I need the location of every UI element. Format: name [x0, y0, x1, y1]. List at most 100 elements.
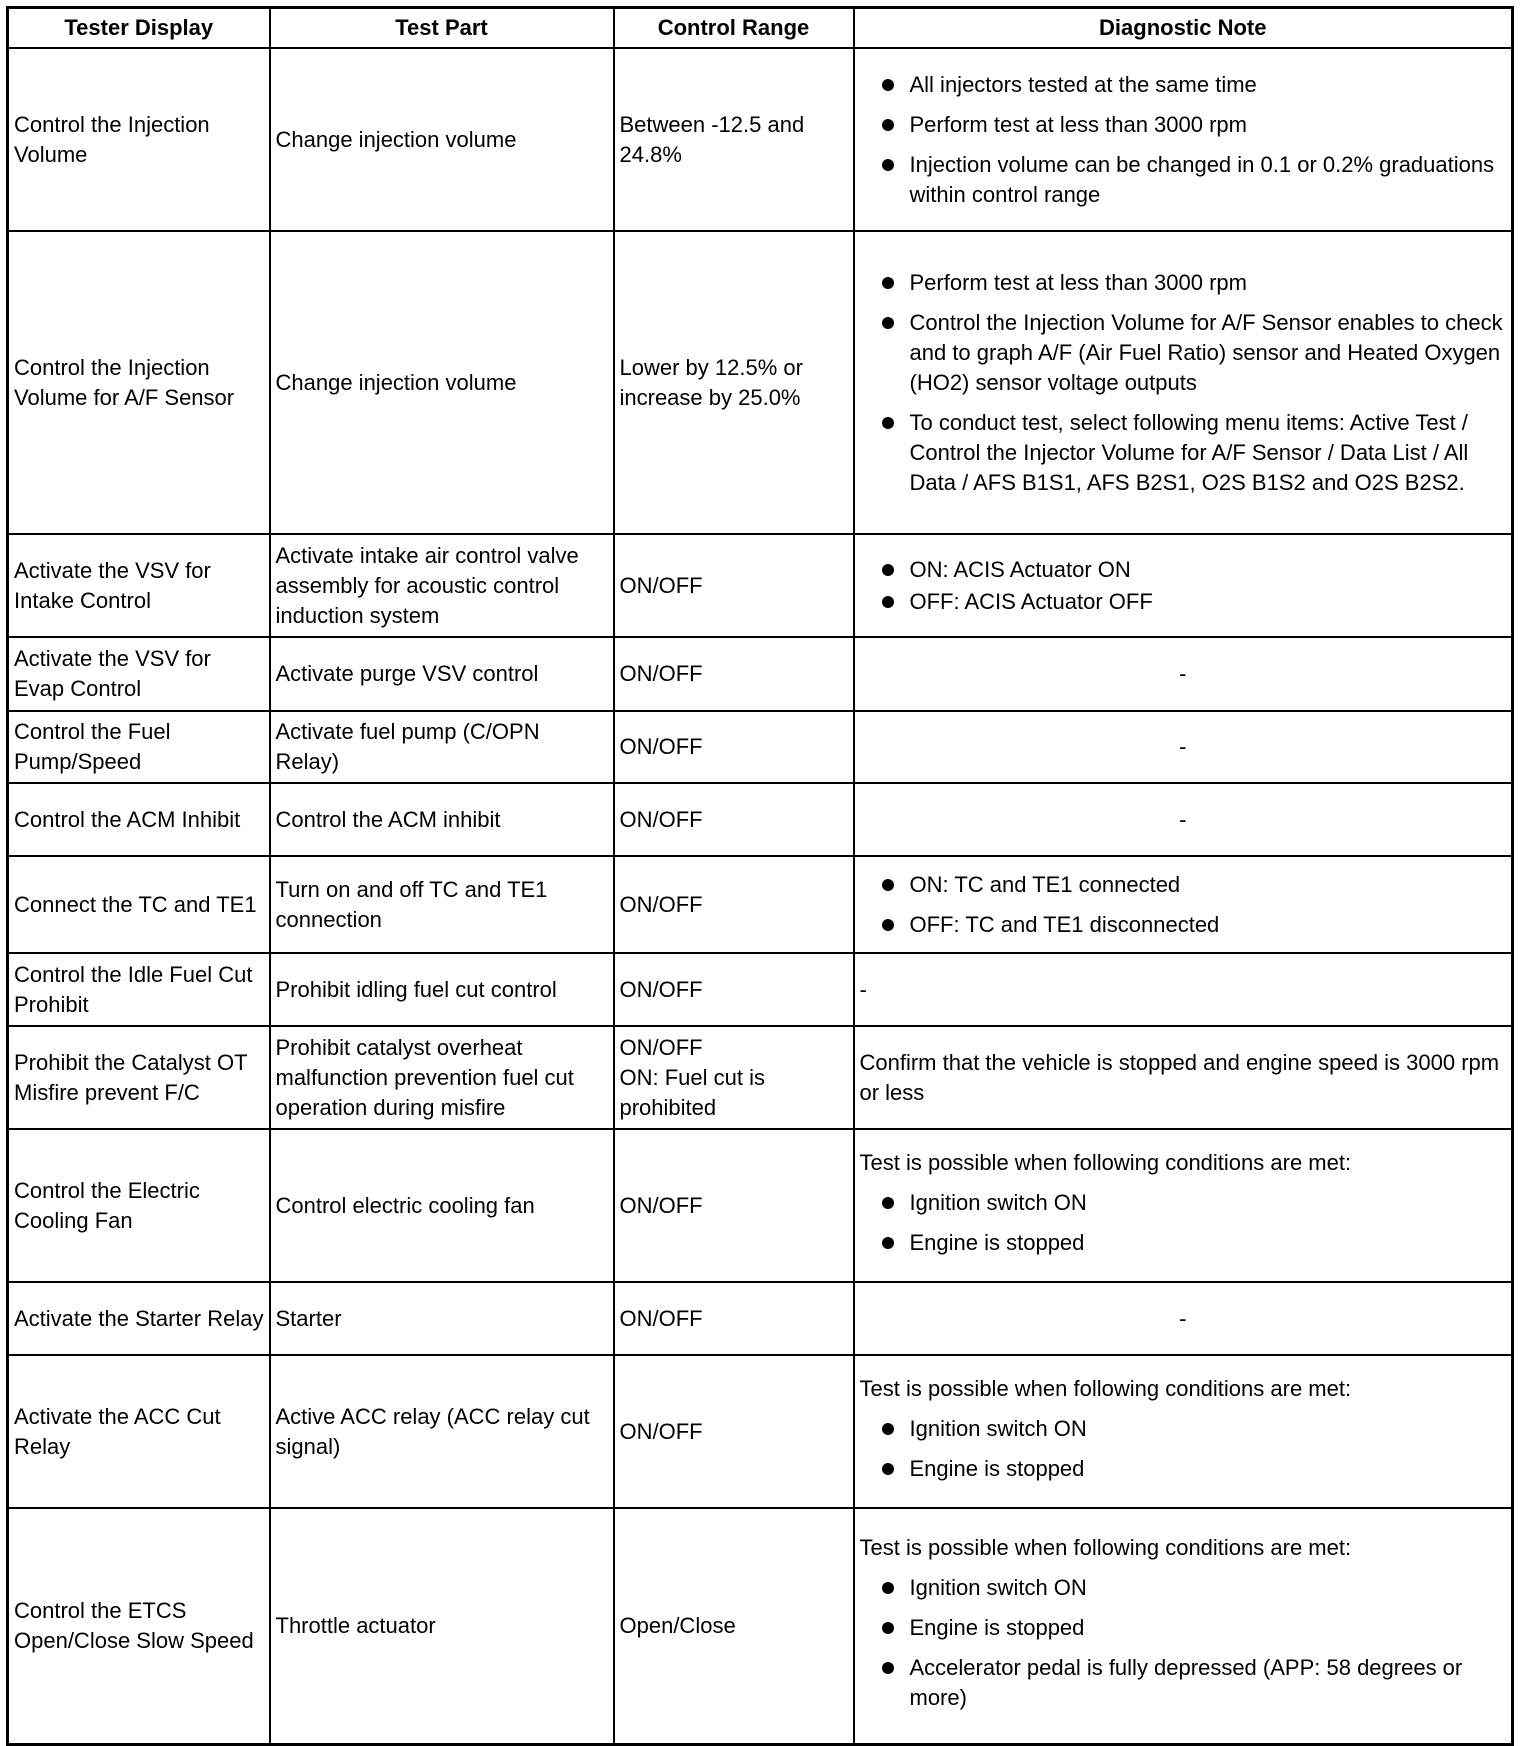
test-part-cell: Throttle actuator — [268, 1507, 615, 1745]
tester-display-cell: Control the ETCS Open/Close Slow Speed — [6, 1507, 271, 1745]
test-part-cell: Active ACC relay (ACC relay cut signal) — [268, 1354, 615, 1509]
diagnostic-note-cell: - — [852, 1281, 1514, 1356]
test-part-cell: Turn on and off TC and TE1 connection — [268, 855, 615, 954]
diagnostic-note-cell: Confirm that the vehicle is stopped and … — [852, 1025, 1514, 1130]
test-part-cell: Change injection volume — [268, 47, 615, 232]
note-bullet: Perform test at less than 3000 rpm — [878, 110, 1507, 140]
note-bullet-list: ON: TC and TE1 connected OFF: TC and TE1 … — [860, 870, 1507, 940]
test-part-cell: Control the ACM inhibit — [268, 782, 615, 857]
diagnostic-note-cell: All injectors tested at the same time Per… — [852, 47, 1514, 232]
test-part-cell: Activate fuel pump (C/OPN Relay) — [268, 710, 615, 784]
table-row: Control the Idle Fuel Cut Prohibit Prohib… — [6, 952, 1514, 1027]
table-row: Control the ACM Inhibit Control the ACM i… — [6, 782, 1514, 857]
control-range-cell: Open/Close — [612, 1507, 855, 1745]
header-tester-display: Tester Display — [6, 6, 271, 49]
note-bullet-list: Ignition switch ON Engine is stopped — [860, 1414, 1507, 1484]
note-intro: Test is possible when following conditio… — [859, 1375, 1352, 1401]
table-row: Control the Electric Cooling Fan Control … — [6, 1128, 1514, 1283]
note-bullet-list: ON: ACIS Actuator ON OFF: ACIS Actuator O… — [860, 555, 1507, 617]
table-row: Control the Injection Volume Change injec… — [6, 47, 1514, 232]
note-bullet: ON: ACIS Actuator ON — [878, 555, 1507, 585]
control-range-cell: ON/OFF — [612, 1128, 855, 1283]
diagnostic-note-cell: ON: ACIS Actuator ON OFF: ACIS Actuator O… — [852, 533, 1514, 638]
table-row: Control the ETCS Open/Close Slow Speed Th… — [6, 1507, 1514, 1745]
tester-display-cell: Control the Idle Fuel Cut Prohibit — [6, 952, 271, 1027]
control-range-cell: ON/OFF — [612, 855, 855, 954]
note-bullet: OFF: TC and TE1 disconnected — [878, 910, 1507, 940]
test-part-cell: Activate purge VSV control — [268, 636, 615, 712]
control-range-cell: ON/OFF — [612, 710, 855, 784]
note-bullet: OFF: ACIS Actuator OFF — [878, 587, 1507, 617]
note-text: - — [859, 976, 867, 1002]
test-part-cell: Starter — [268, 1281, 615, 1356]
control-range-cell: ON/OFF ON: Fuel cut is prohibited — [612, 1025, 855, 1130]
note-bullet: Accelerator pedal is fully depressed (AP… — [878, 1653, 1507, 1713]
diagnostic-note-cell: - — [852, 636, 1514, 712]
control-range-cell: ON/OFF — [612, 1281, 855, 1356]
note-bullet-list: Ignition switch ON Engine is stopped Accel… — [860, 1573, 1507, 1713]
note-bullet: To conduct test, select following menu i… — [878, 408, 1507, 498]
note-bullet: Engine is stopped — [878, 1454, 1507, 1484]
note-bullet: All injectors tested at the same time — [878, 70, 1507, 100]
tester-display-cell: Activate the ACC Cut Relay — [6, 1354, 271, 1509]
header-test-part: Test Part — [268, 6, 615, 49]
note-bullet: Ignition switch ON — [878, 1573, 1507, 1603]
tester-display-cell: Control the Injection Volume — [6, 47, 271, 232]
tester-display-cell: Control the Electric Cooling Fan — [6, 1128, 271, 1283]
note-bullet: Engine is stopped — [878, 1228, 1507, 1258]
table-row: Control the Injection Volume for A/F Sen… — [6, 230, 1514, 535]
header-row: Tester Display Test Part Control Range D… — [6, 6, 1514, 49]
diagnostic-note-cell: Test is possible when following conditio… — [852, 1354, 1514, 1509]
control-range-cell: ON/OFF — [612, 636, 855, 712]
note-intro: Test is possible when following conditio… — [859, 1149, 1352, 1175]
test-part-cell: Prohibit idling fuel cut control — [268, 952, 615, 1027]
tester-display-cell: Control the Injection Volume for A/F Sen… — [6, 230, 271, 535]
diagnostic-note-cell: Perform test at less than 3000 rpm Contro… — [852, 230, 1514, 535]
diagnostic-note-cell: - — [852, 710, 1514, 784]
note-bullet: Perform test at less than 3000 rpm — [878, 268, 1507, 298]
control-range-cell: Between -12.5 and 24.8% — [612, 47, 855, 232]
control-range-cell: ON/OFF — [612, 782, 855, 857]
diagnostic-note-cell: - — [852, 952, 1514, 1027]
note-bullet: Control the Injection Volume for A/F Sen… — [878, 308, 1507, 398]
control-range-cell: Lower by 12.5% or increase by 25.0% — [612, 230, 855, 535]
tester-display-cell: Prohibit the Catalyst OT Misfire prevent… — [6, 1025, 271, 1130]
tester-display-cell: Activate the VSV for Intake Control — [6, 533, 271, 638]
table-row: Prohibit the Catalyst OT Misfire prevent… — [6, 1025, 1514, 1130]
diagnostic-note-cell: - — [852, 782, 1514, 857]
note-bullet: ON: TC and TE1 connected — [878, 870, 1507, 900]
diagnostic-note-cell: Test is possible when following conditio… — [852, 1128, 1514, 1283]
note-text: - — [1179, 806, 1187, 832]
diagnostic-note-cell: Test is possible when following conditio… — [852, 1507, 1514, 1745]
note-text: - — [1179, 1305, 1187, 1331]
note-text: Confirm that the vehicle is stopped and … — [859, 1049, 1500, 1105]
note-bullet: Ignition switch ON — [878, 1414, 1507, 1444]
test-part-cell: Activate intake air control valve assemb… — [268, 533, 615, 638]
table-row: Activate the VSV for Evap Control Activat… — [6, 636, 1514, 712]
tester-display-cell: Control the ACM Inhibit — [6, 782, 271, 857]
tester-display-cell: Activate the VSV for Evap Control — [6, 636, 271, 712]
test-part-cell: Control electric cooling fan — [268, 1128, 615, 1283]
control-range-cell: ON/OFF — [612, 533, 855, 638]
test-part-cell: Prohibit catalyst overheat malfunction p… — [268, 1025, 615, 1130]
diagnostic-note-cell: ON: TC and TE1 connected OFF: TC and TE1 … — [852, 855, 1514, 954]
table-row: Connect the TC and TE1 Turn on and off TC… — [6, 855, 1514, 954]
header-diagnostic-note: Diagnostic Note — [852, 6, 1514, 49]
tester-display-cell: Control the Fuel Pump/Speed — [6, 710, 271, 784]
table-row: Activate the VSV for Intake Control Activ… — [6, 533, 1514, 638]
note-bullet-list: Perform test at less than 3000 rpm Contro… — [860, 268, 1507, 498]
note-text: - — [1179, 661, 1187, 686]
control-range-cell: ON/OFF — [612, 952, 855, 1027]
note-bullet-list: All injectors tested at the same time Per… — [860, 70, 1507, 210]
active-test-table: Tester Display Test Part Control Range D… — [6, 6, 1514, 1746]
tester-display-cell: Connect the TC and TE1 — [6, 855, 271, 954]
note-text: - — [1179, 734, 1187, 759]
note-bullet-list: Ignition switch ON Engine is stopped — [860, 1188, 1507, 1258]
tester-display-cell: Activate the Starter Relay — [6, 1281, 271, 1356]
table-row: Activate the ACC Cut Relay Active ACC rel… — [6, 1354, 1514, 1509]
note-bullet: Injection volume can be changed in 0.1 o… — [878, 150, 1507, 210]
table-row: Control the Fuel Pump/Speed Activate fuel… — [6, 710, 1514, 784]
header-control-range: Control Range — [612, 6, 855, 49]
table-row: Activate the Starter Relay Starter ON/OFF - — [6, 1281, 1514, 1356]
note-bullet: Ignition switch ON — [878, 1188, 1507, 1218]
